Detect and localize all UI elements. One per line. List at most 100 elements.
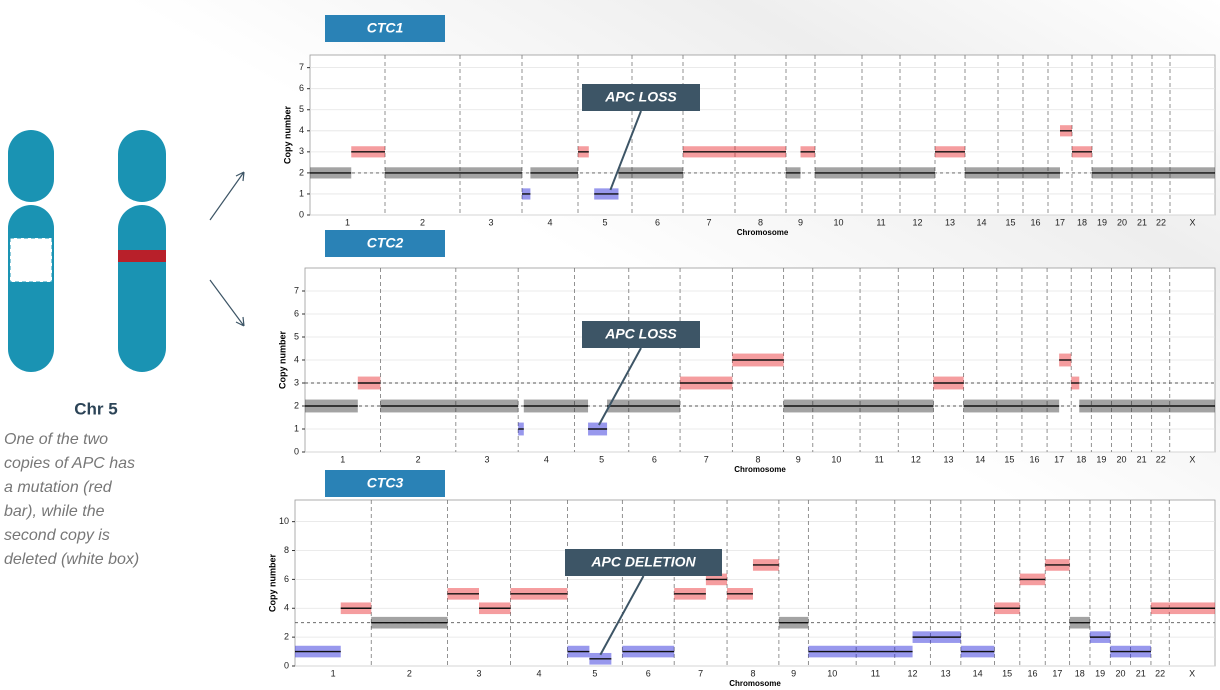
x-tick-label: 8 xyxy=(755,454,760,464)
x-tick-label: 21 xyxy=(1136,668,1146,678)
x-tick-label: 16 xyxy=(1030,454,1040,464)
x-tick-label: 6 xyxy=(655,217,660,227)
caption-line: deleted (white box) xyxy=(4,551,139,568)
x-tick-label: 5 xyxy=(592,668,597,678)
x-tick-label: 20 xyxy=(1115,668,1125,678)
x-tick-label: 18 xyxy=(1077,217,1087,227)
annotation-text: APC DELETION xyxy=(590,554,696,570)
title-tag xyxy=(325,470,445,497)
caption-line: second copy is xyxy=(4,527,110,544)
chart-title: CTC3 xyxy=(367,475,404,491)
annotation-box xyxy=(582,321,700,348)
x-tick-label: 13 xyxy=(941,668,951,678)
x-tick-label: 6 xyxy=(652,454,657,464)
x-tick-label: 22 xyxy=(1156,454,1166,464)
annotation-text: APC LOSS xyxy=(604,89,677,105)
annotation-text: APC LOSS xyxy=(604,326,677,342)
y-axis-label: Copy number xyxy=(282,106,292,165)
x-tick-label: X xyxy=(1189,217,1195,227)
annotation-arrow xyxy=(609,110,642,191)
chart-title: CTC1 xyxy=(367,20,404,36)
x-tick-label: 10 xyxy=(827,668,837,678)
y-tick-label: 6 xyxy=(284,574,289,584)
y-tick-label: 2 xyxy=(284,632,289,642)
x-tick-label: 14 xyxy=(973,668,983,678)
x-tick-label: 7 xyxy=(704,454,709,464)
x-tick-label: 6 xyxy=(646,668,651,678)
chr-label: Chr 5 xyxy=(74,399,117,418)
y-axis-label: Copy number xyxy=(277,331,287,390)
x-tick-label: 8 xyxy=(750,668,755,678)
x-tick-label: 20 xyxy=(1116,454,1126,464)
y-tick-label: 2 xyxy=(299,167,304,177)
x-tick-label: 1 xyxy=(340,454,345,464)
y-tick-label: 4 xyxy=(294,354,299,364)
x-tick-label: 5 xyxy=(602,217,607,227)
y-tick-label: 1 xyxy=(294,423,299,433)
x-tick-label: 18 xyxy=(1076,454,1086,464)
y-tick-label: 7 xyxy=(299,62,304,72)
x-tick-label: 19 xyxy=(1096,454,1106,464)
x-tick-label: 20 xyxy=(1117,217,1127,227)
y-tick-label: 3 xyxy=(294,377,299,387)
chromosome-left xyxy=(8,130,54,372)
x-tick-label: 3 xyxy=(476,668,481,678)
x-tick-label: 17 xyxy=(1054,454,1064,464)
x-tick-label: 22 xyxy=(1156,217,1166,227)
x-tick-label: 14 xyxy=(976,217,986,227)
x-tick-label: 3 xyxy=(488,217,493,227)
x-tick-label: 13 xyxy=(944,454,954,464)
chromosome-right xyxy=(118,130,166,372)
x-tick-label: 11 xyxy=(871,668,880,678)
x-tick-label: 1 xyxy=(345,217,350,227)
y-axis-label: Copy number xyxy=(267,554,277,613)
annotation-arrow xyxy=(598,347,642,426)
x-tick-label: 19 xyxy=(1095,668,1105,678)
caption-line: a mutation (red xyxy=(4,479,113,496)
annotation-box xyxy=(565,549,722,576)
x-tick-label: 2 xyxy=(416,454,421,464)
y-tick-label: 5 xyxy=(294,331,299,341)
y-tick-label: 0 xyxy=(294,446,299,456)
plot-area xyxy=(309,54,1216,216)
x-tick-label: 12 xyxy=(908,668,918,678)
x-tick-label: 8 xyxy=(758,217,763,227)
y-tick-label: 0 xyxy=(284,660,289,670)
x-tick-label: 10 xyxy=(831,454,841,464)
caption: One of the two copies of APC has a mutatio… xyxy=(4,431,139,568)
x-tick-label: 19 xyxy=(1097,217,1107,227)
x-tick-label: 21 xyxy=(1137,454,1147,464)
x-tick-label: 11 xyxy=(874,454,883,464)
x-tick-label: 13 xyxy=(945,217,955,227)
y-tick-label: 0 xyxy=(299,209,304,219)
y-tick-label: 1 xyxy=(299,188,304,198)
caption-line: One of the two xyxy=(4,431,108,448)
annotation-box xyxy=(582,84,700,111)
x-tick-label: 17 xyxy=(1055,217,1065,227)
x-tick-label: 18 xyxy=(1075,668,1085,678)
x-tick-label: 15 xyxy=(1002,668,1012,678)
x-tick-label: 9 xyxy=(798,217,803,227)
x-tick-label: 2 xyxy=(407,668,412,678)
x-axis-label: Chromosome xyxy=(729,679,781,688)
x-tick-label: 11 xyxy=(876,217,885,227)
x-tick-label: 4 xyxy=(547,217,552,227)
x-tick-label: 14 xyxy=(975,454,985,464)
y-tick-label: 5 xyxy=(299,104,304,114)
caption-line: copies of APC has xyxy=(4,455,135,472)
x-tick-label: 7 xyxy=(706,217,711,227)
x-tick-label: 9 xyxy=(791,668,796,678)
y-tick-label: 6 xyxy=(299,83,304,93)
y-tick-label: 7 xyxy=(294,285,299,295)
x-tick-label: 5 xyxy=(599,454,604,464)
x-tick-label: 12 xyxy=(912,217,922,227)
x-tick-label: 15 xyxy=(1005,217,1015,227)
x-axis-label: Chromosome xyxy=(737,228,789,237)
title-tag xyxy=(325,230,445,257)
x-tick-label: 9 xyxy=(796,454,801,464)
x-tick-label: 1 xyxy=(331,668,336,678)
chart-title: CTC2 xyxy=(367,235,404,251)
